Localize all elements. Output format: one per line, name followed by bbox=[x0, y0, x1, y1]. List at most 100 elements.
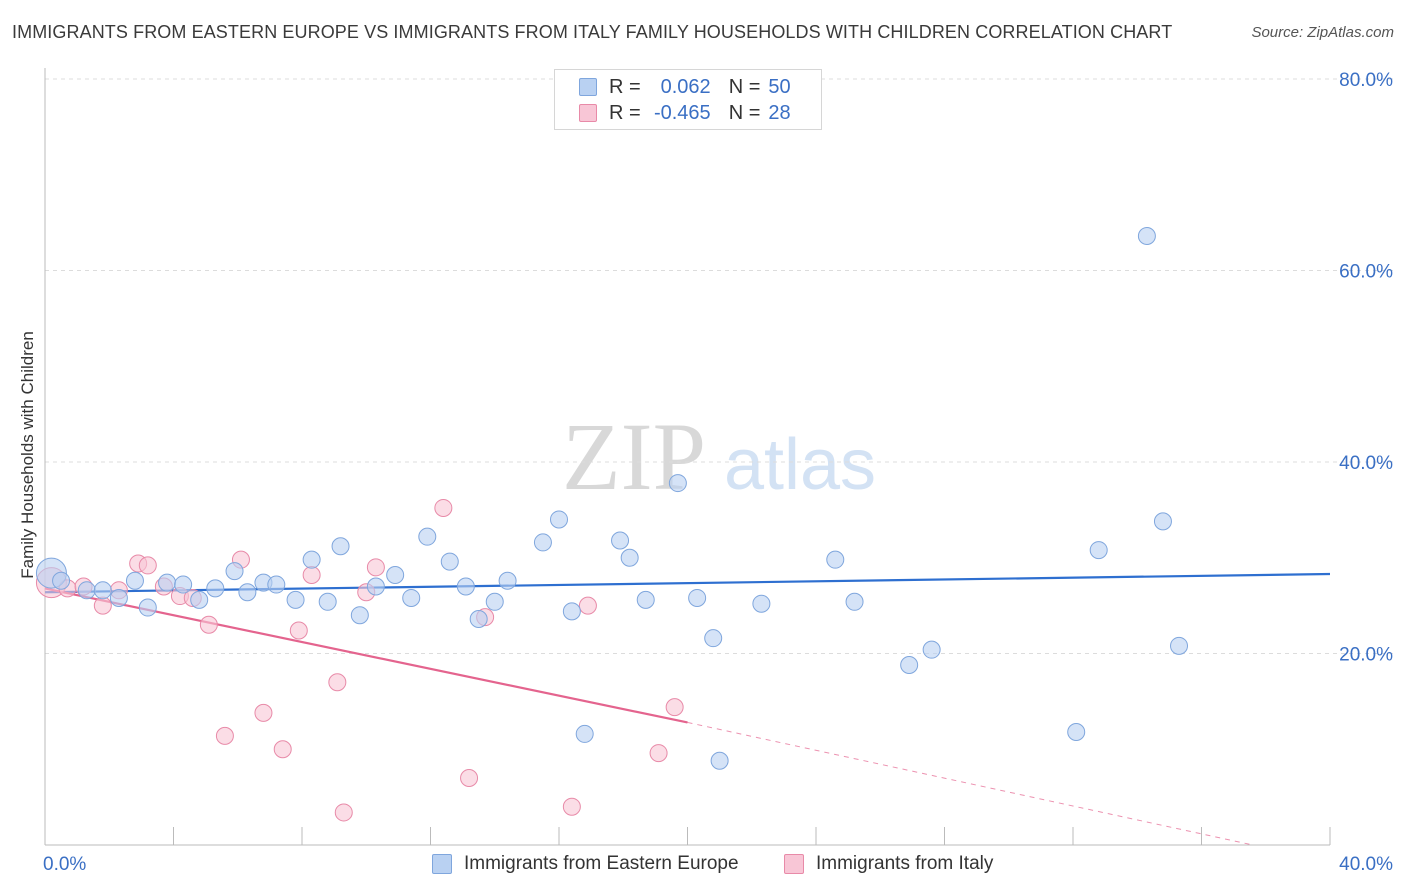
legend-n-label: N = bbox=[728, 75, 761, 98]
watermark-atlas: atlas bbox=[724, 425, 876, 505]
x-tick-label: 40.0% bbox=[1339, 854, 1393, 875]
legend-row-italy: R = -0.465 N = 28 bbox=[579, 101, 791, 125]
axes bbox=[44, 68, 1331, 846]
eastern-europe-point bbox=[109, 588, 128, 607]
eastern-europe-point bbox=[469, 610, 488, 629]
stats-legend: R = 0.062 N = 50 R = -0.465 N = 28 bbox=[554, 69, 822, 130]
italy-trend-extension bbox=[687, 721, 1254, 846]
eastern-europe-point bbox=[386, 565, 405, 584]
italy-point bbox=[649, 744, 668, 763]
legend-r-label: R = bbox=[609, 75, 641, 98]
eastern-europe-point bbox=[550, 510, 568, 529]
trend-lines bbox=[44, 572, 1331, 846]
italy-point bbox=[578, 596, 597, 615]
eastern-europe-point bbox=[238, 583, 257, 602]
eastern-europe-point bbox=[402, 588, 421, 607]
eastern-europe-point bbox=[77, 581, 96, 600]
eastern-europe-point bbox=[190, 590, 209, 609]
eastern-europe-point bbox=[752, 594, 771, 613]
series-swatch-pink bbox=[784, 854, 804, 874]
italy-point bbox=[273, 740, 292, 759]
series-legend-eastern-europe: Immigrants from Eastern Europe bbox=[432, 851, 739, 877]
series-label-eastern-europe: Immigrants from Eastern Europe bbox=[464, 853, 739, 874]
italy-point bbox=[93, 596, 112, 615]
eastern-europe-point bbox=[636, 590, 655, 609]
eastern-europe-point bbox=[302, 550, 321, 569]
eastern-europe-point bbox=[206, 579, 225, 598]
eastern-europe-point bbox=[498, 571, 517, 590]
eastern-europe-point bbox=[704, 629, 723, 648]
eastern-europe-point bbox=[922, 640, 941, 659]
tick-labels: 20.0% 40.0% 60.0% 80.0% 0.0% 40.0% bbox=[43, 70, 1393, 875]
eastern-europe-point bbox=[52, 571, 71, 590]
eastern-europe-point bbox=[1137, 227, 1156, 246]
eastern-europe-point bbox=[331, 537, 350, 556]
italy-point bbox=[302, 565, 321, 584]
eastern-europe-point bbox=[575, 724, 594, 743]
y-tick-label: 80.0% bbox=[1339, 70, 1393, 91]
eastern-europe-point bbox=[562, 602, 581, 621]
watermark: ZIP atlas bbox=[562, 403, 876, 510]
series-swatch-blue bbox=[432, 854, 452, 874]
eastern-europe-point bbox=[620, 548, 639, 567]
italy-point bbox=[215, 726, 234, 745]
y-axis-label: Family Households with Children bbox=[18, 331, 37, 579]
eastern-europe-point bbox=[533, 533, 552, 552]
grid-lines bbox=[45, 78, 1395, 654]
eastern-europe-point bbox=[688, 588, 707, 607]
source-label: Source: ZipAtlas.com bbox=[1251, 24, 1394, 41]
italy-point bbox=[289, 621, 308, 640]
eastern-europe-point bbox=[456, 577, 475, 596]
watermark-zip: ZIP bbox=[562, 403, 706, 510]
italy-point bbox=[366, 558, 385, 577]
eastern-europe-point bbox=[93, 581, 112, 600]
data-points bbox=[35, 227, 1189, 822]
eastern-europe-point bbox=[845, 592, 864, 611]
eastern-europe-point bbox=[418, 527, 437, 546]
eastern-europe-point bbox=[125, 571, 144, 590]
eastern-europe-point bbox=[286, 590, 305, 609]
y-tick-label: 60.0% bbox=[1339, 262, 1393, 283]
italy-point bbox=[460, 768, 479, 787]
eastern-europe-point bbox=[1089, 541, 1108, 560]
eastern-europe-point bbox=[318, 592, 337, 611]
eastern-europe-point bbox=[225, 562, 244, 581]
eastern-europe-point bbox=[174, 575, 193, 594]
legend-r-value: -0.465 bbox=[653, 101, 711, 124]
eastern-europe-point bbox=[826, 550, 845, 569]
legend-r-value: 0.062 bbox=[660, 75, 711, 98]
legend-n-label: N = bbox=[728, 101, 761, 124]
italy-point bbox=[562, 797, 581, 816]
legend-n-value: 28 bbox=[768, 101, 791, 124]
italy-point bbox=[328, 673, 347, 692]
eastern-europe-point bbox=[1153, 512, 1172, 531]
eastern-europe-point bbox=[138, 598, 157, 617]
eastern-europe-point bbox=[710, 751, 729, 770]
italy-point bbox=[138, 556, 157, 575]
eastern-europe-point bbox=[350, 606, 369, 625]
italy-point bbox=[665, 698, 684, 717]
italy-point bbox=[434, 498, 453, 517]
legend-swatch-pink bbox=[579, 104, 597, 122]
legend-swatch-blue bbox=[579, 78, 597, 96]
italy-point bbox=[334, 803, 353, 822]
legend-row-eastern-europe: R = 0.062 N = 50 bbox=[579, 75, 791, 99]
eastern-europe-point bbox=[366, 577, 385, 596]
y-tick-label: 40.0% bbox=[1339, 453, 1393, 474]
eastern-europe-point bbox=[440, 552, 459, 571]
eastern-europe-point bbox=[1067, 723, 1086, 742]
chart-title: IMMIGRANTS FROM EASTERN EUROPE VS IMMIGR… bbox=[12, 22, 1173, 42]
eastern-europe-point bbox=[668, 474, 687, 493]
eastern-europe-point bbox=[611, 531, 630, 550]
legend-n-value: 50 bbox=[768, 75, 791, 98]
series-legend-italy: Immigrants from Italy bbox=[784, 851, 993, 877]
eastern-europe-point bbox=[1170, 636, 1189, 655]
series-label-italy: Immigrants from Italy bbox=[816, 853, 994, 874]
eastern-europe-point bbox=[485, 592, 504, 611]
eastern-europe-point bbox=[900, 655, 919, 674]
legend-r-label: R = bbox=[609, 101, 641, 124]
y-tick-label: 20.0% bbox=[1339, 645, 1393, 666]
italy-point bbox=[199, 615, 218, 634]
eastern-europe-point bbox=[267, 575, 286, 594]
